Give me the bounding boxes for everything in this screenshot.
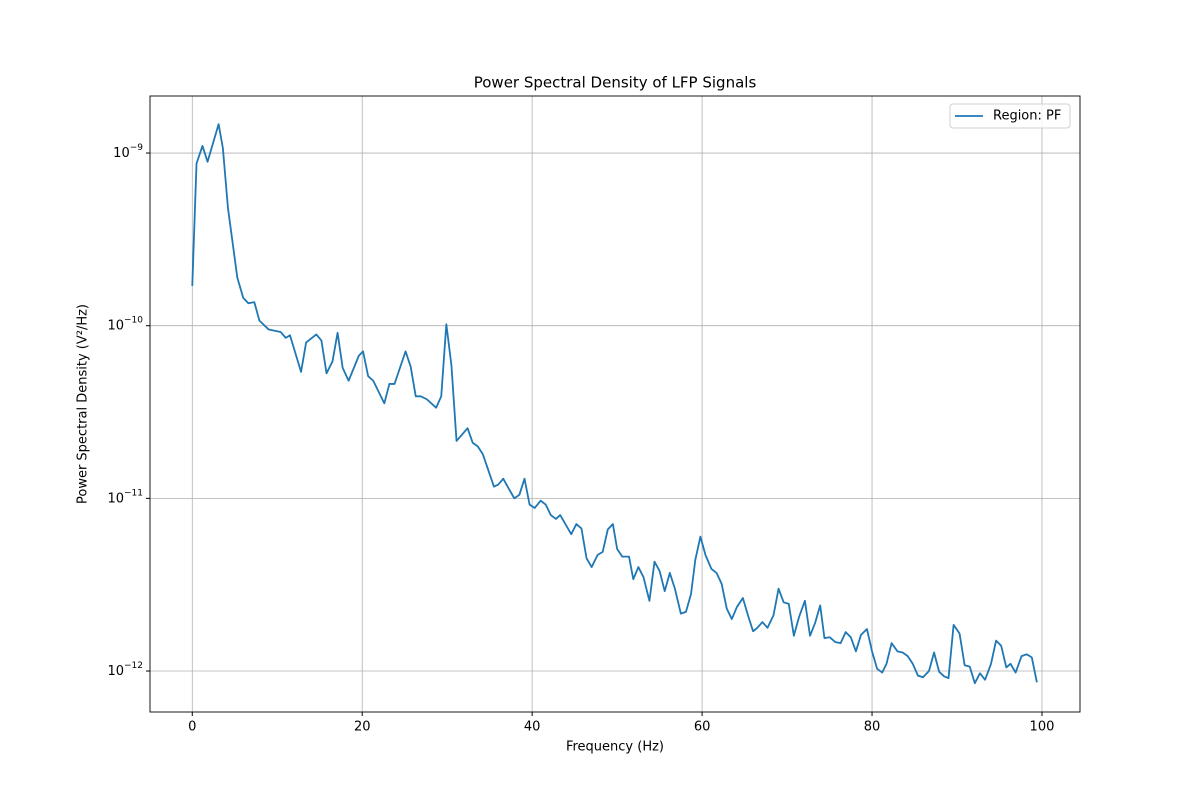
legend-label: Region: PF	[993, 109, 1061, 124]
y-tick-label: 10−12	[107, 661, 143, 679]
legend-box	[949, 103, 1071, 129]
x-tick-label: 40	[524, 720, 541, 735]
y-axis-label: Power Spectral Density (V²/Hz)	[76, 304, 91, 504]
chart-title: Power Spectral Density of LFP Signals	[474, 74, 757, 92]
x-tick-label: 60	[694, 720, 711, 735]
x-tick-label: 0	[188, 720, 196, 735]
x-tick-label: 80	[864, 720, 881, 735]
y-tick-label: 10−11	[107, 488, 143, 506]
x-tick-label: 20	[354, 720, 371, 735]
data-line	[191, 123, 1038, 685]
plot-frame	[149, 95, 1081, 713]
x-tick-label: 100	[1030, 720, 1055, 735]
y-tick-label: 10−9	[113, 143, 143, 161]
x-axis-label: Frequency (Hz)	[566, 740, 664, 755]
y-tick-label: 10−10	[107, 315, 143, 333]
